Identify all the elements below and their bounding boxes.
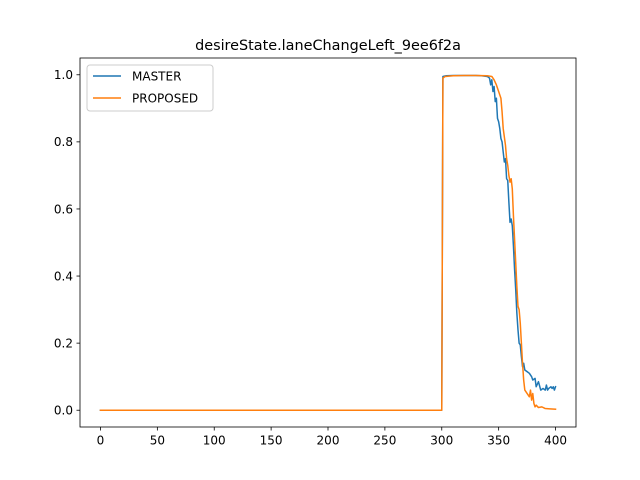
x-tick-label: 50 xyxy=(150,434,165,448)
series-line-master xyxy=(99,74,557,411)
y-tick-label: 0.6 xyxy=(54,202,73,216)
x-tick-label: 0 xyxy=(97,434,105,448)
plot-area xyxy=(99,74,557,411)
y-tick-label: 0.0 xyxy=(54,404,73,418)
chart-title: desireState.laneChangeLeft_9ee6f2a xyxy=(195,38,461,54)
y-tick-label: 1.0 xyxy=(54,68,73,82)
x-tick-label: 150 xyxy=(260,434,283,448)
y-tick-label: 0.4 xyxy=(54,269,73,283)
y-tick-label: 0.8 xyxy=(54,135,73,149)
x-tick-label: 200 xyxy=(317,434,340,448)
x-tick-label: 350 xyxy=(487,434,510,448)
series-line-proposed xyxy=(99,74,557,411)
x-tick-label: 100 xyxy=(203,434,226,448)
axes: 0 50 100 150 200 250 300 350 400 0.0 0.2 0.4 0.6 0.8 1… xyxy=(54,57,577,448)
legend: MASTER PROPOSED xyxy=(86,64,214,112)
x-tick-label: 400 xyxy=(544,434,567,448)
y-tick-label: 0.2 xyxy=(54,336,73,350)
x-tick-label: 300 xyxy=(430,434,453,448)
x-tick-label: 250 xyxy=(373,434,396,448)
legend-label-master: MASTER xyxy=(132,69,181,83)
legend-label-proposed: PROPOSED xyxy=(132,91,198,105)
